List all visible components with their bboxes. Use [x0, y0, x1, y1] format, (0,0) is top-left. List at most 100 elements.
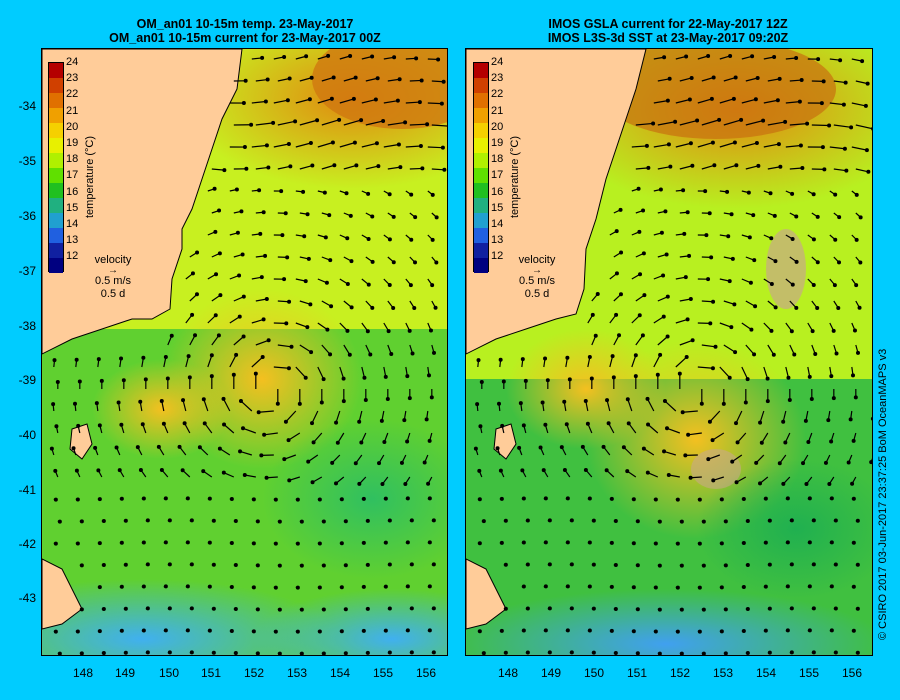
velocity-arrow-head: [420, 166, 425, 171]
velocity-arrow-head: [741, 497, 746, 502]
velocity-arrow-head: [185, 628, 190, 633]
velocity-arrow-head: [409, 650, 414, 655]
velocity-arrow: [405, 145, 421, 148]
velocity-arrow-head: [767, 650, 772, 655]
velocity-arrow-head: [855, 350, 860, 355]
velocity-arrow-head: [593, 333, 598, 338]
velocity-arrow-head: [258, 231, 263, 236]
velocity-arrow-head: [116, 400, 121, 405]
velocity-arrow: [321, 164, 335, 170]
velocity-arrow-head: [773, 259, 778, 264]
velocity-arrow-head: [567, 377, 572, 382]
velocity-arrow-head: [221, 470, 226, 475]
velocity-arrow: [299, 164, 313, 170]
velocity-arrow: [628, 422, 637, 434]
velocity-arrow-head: [772, 213, 777, 218]
velocity-arrow-head: [565, 540, 570, 545]
left-map-svg: [42, 49, 447, 655]
velocity-arrow-head: [197, 445, 202, 450]
velocity-arrow: [635, 167, 649, 170]
velocity-arrow-head: [855, 606, 860, 611]
velocity-arrow-head: [790, 282, 795, 287]
velocity-arrow-head: [503, 650, 508, 655]
velocity-arrow-head: [295, 541, 300, 546]
velocity-arrow-head: [202, 421, 207, 426]
velocity-arrow: [211, 168, 225, 171]
velocity-arrow-head: [306, 256, 311, 261]
velocity-arrow: [335, 410, 341, 423]
velocity-arrow-head: [625, 397, 630, 402]
colorbar-label: 17: [66, 169, 79, 182]
velocity-arrow-head: [857, 305, 862, 310]
velocity-arrow-head: [833, 650, 838, 655]
velocity-arrow-head: [625, 469, 630, 474]
velocity-arrow-head: [587, 584, 592, 589]
velocity-arrow-head: [284, 321, 289, 326]
velocity-arrow-head: [434, 215, 439, 220]
velocity-arrow-head: [646, 422, 651, 427]
velocity-arrow: [833, 124, 852, 128]
velocity-arrow-head: [123, 606, 128, 611]
velocity-arrow-head: [387, 237, 392, 242]
velocity-arrow-head: [439, 101, 444, 106]
velocity-arrow-head: [758, 481, 763, 486]
velocity-arrow-head: [837, 215, 842, 220]
velocity-arrow-head: [53, 629, 58, 634]
lat-tick: -41: [18, 483, 36, 497]
velocity-arrow-head: [695, 118, 700, 123]
velocity-arrow: [387, 166, 401, 170]
velocity-arrow: [723, 76, 736, 82]
lat-tick: -35: [18, 154, 36, 168]
velocity-arrow-head: [704, 233, 709, 238]
colorbar-swatch: [49, 168, 63, 183]
velocity-arrow-head: [786, 375, 791, 380]
velocity-arrow-head: [233, 519, 238, 524]
velocity-arrow-head: [310, 163, 315, 168]
velocity-arrow-head: [366, 191, 371, 196]
velocity-arrow-head: [330, 140, 335, 145]
velocity-arrow-head: [387, 518, 392, 523]
velocity-arrow-head: [352, 140, 357, 145]
velocity-arrow-head: [753, 97, 758, 102]
colorbar-swatch: [49, 228, 63, 243]
velocity-arrow-head: [419, 78, 424, 83]
colorbar-swatch: [474, 198, 488, 213]
velocity-arrow-head: [427, 628, 432, 633]
velocity-arrow-head: [771, 352, 776, 357]
colorbar-swatch: [49, 258, 63, 273]
velocity-arrow-head: [299, 607, 304, 612]
velocity-arrow: [682, 410, 698, 413]
velocity-arrow-head: [709, 96, 714, 101]
right-colorbar: [473, 62, 489, 273]
velocity-arrow-head: [383, 628, 388, 633]
velocity-arrow-head: [785, 628, 790, 633]
velocity-arrow-head: [305, 212, 310, 217]
velocity-arrow-head: [373, 97, 378, 102]
velocity-arrow-head: [436, 57, 441, 62]
velocity-arrow-head: [666, 142, 671, 147]
velocity-arrow-head: [211, 562, 216, 567]
velocity-arrow: [679, 165, 693, 170]
velocity-arrow-head: [339, 629, 344, 634]
velocity-arrow-head: [295, 629, 300, 634]
velocity-arrow-head: [569, 606, 574, 611]
velocity-arrow-head: [631, 541, 636, 546]
velocity-arrow-head: [259, 453, 264, 458]
velocity-arrow-head: [409, 518, 414, 523]
velocity-arrow-head: [399, 460, 404, 465]
velocity-arrow-head: [591, 606, 596, 611]
velocity-arrow-head: [794, 259, 799, 264]
velocity-arrow-head: [609, 584, 614, 589]
lat-tick: -40: [18, 428, 36, 442]
velocity-arrow-head: [538, 445, 543, 450]
velocity-arrow-head: [609, 628, 614, 633]
velocity-arrow-head: [730, 256, 735, 261]
velocity-arrow-head: [337, 117, 342, 122]
velocity-arrow: [763, 366, 769, 379]
velocity-arrow-head: [379, 418, 384, 423]
velocity-arrow-head: [368, 352, 373, 357]
velocity-arrow-head: [275, 401, 280, 406]
velocity-arrow-head: [376, 164, 381, 169]
colorbar-label: 15: [491, 201, 504, 214]
velocity-arrow-head: [517, 445, 522, 450]
